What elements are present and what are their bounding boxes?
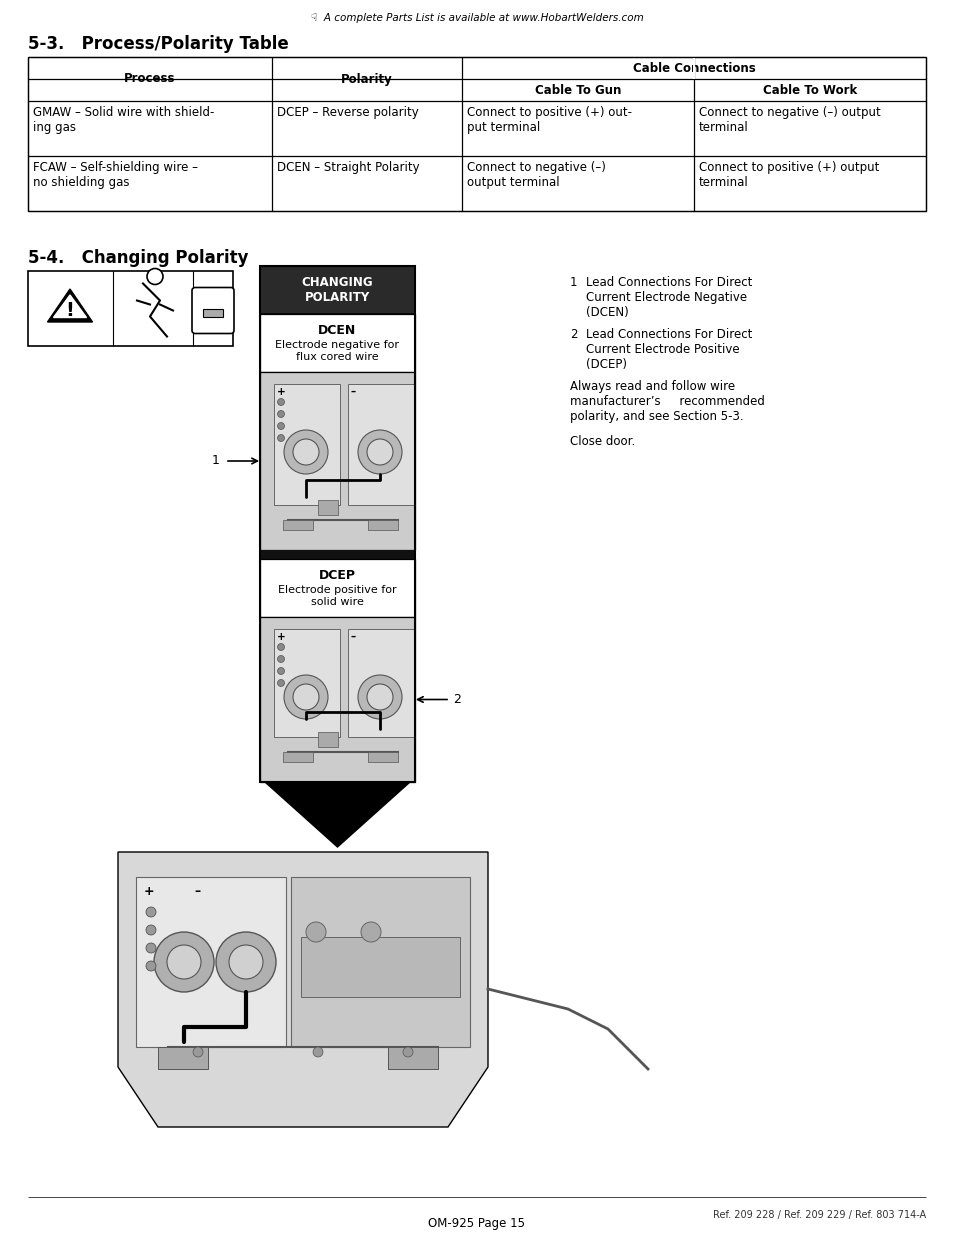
Text: DCEP – Reverse polarity: DCEP – Reverse polarity [276, 106, 418, 119]
Circle shape [277, 410, 284, 417]
Circle shape [367, 684, 393, 710]
Polygon shape [118, 852, 488, 1128]
Circle shape [402, 1047, 413, 1057]
Circle shape [277, 679, 284, 687]
Bar [28, 270, 233, 346]
Text: Polarity: Polarity [341, 73, 393, 85]
Text: Cable To Gun: Cable To Gun [535, 84, 620, 96]
Text: –: – [351, 387, 355, 396]
Text: DCEP: DCEP [318, 569, 355, 582]
Circle shape [357, 676, 401, 719]
Text: Connect to negative (–)
output terminal: Connect to negative (–) output terminal [467, 161, 605, 189]
Circle shape [360, 923, 380, 942]
Circle shape [167, 945, 201, 979]
Text: Connect to negative (–) output
terminal: Connect to negative (–) output terminal [699, 106, 880, 135]
Text: Electrode positive for
solid wire: Electrode positive for solid wire [278, 585, 396, 606]
Text: Cable Connections: Cable Connections [632, 62, 755, 74]
Circle shape [147, 268, 163, 284]
Text: Process: Process [124, 73, 175, 85]
Text: 5-3.   Process/Polarity Table: 5-3. Process/Polarity Table [28, 35, 289, 53]
Text: 1: 1 [212, 454, 220, 468]
Bar [260, 618, 415, 782]
Bar [260, 266, 415, 314]
Text: 2: 2 [453, 693, 460, 706]
Circle shape [313, 1047, 323, 1057]
Bar [368, 752, 397, 762]
Bar [260, 314, 415, 372]
Bar [274, 629, 339, 737]
Bar [368, 520, 397, 530]
Bar [283, 752, 313, 762]
Polygon shape [265, 782, 410, 847]
Circle shape [357, 430, 401, 474]
Circle shape [277, 667, 284, 674]
Text: +: + [276, 387, 286, 396]
Circle shape [146, 906, 156, 918]
Circle shape [277, 422, 284, 430]
Text: Electrode negative for
flux cored wire: Electrode negative for flux cored wire [275, 340, 399, 362]
Text: Always read and follow wire
manufacturer’s     recommended
polarity, and see Sec: Always read and follow wire manufacturer… [569, 380, 764, 424]
Bar [283, 520, 313, 530]
Bar [260, 266, 415, 782]
Text: Lead Connections For Direct
Current Electrode Positive
(DCEP): Lead Connections For Direct Current Elec… [585, 329, 752, 370]
Bar [136, 877, 286, 1047]
Bar [348, 629, 415, 737]
Bar [274, 384, 339, 505]
Text: Lead Connections For Direct
Current Electrode Negative
(DCEN): Lead Connections For Direct Current Elec… [585, 275, 752, 319]
Text: –: – [193, 885, 200, 898]
Circle shape [146, 925, 156, 935]
Bar [317, 732, 337, 747]
FancyBboxPatch shape [192, 288, 233, 333]
Text: Cable To Work: Cable To Work [762, 84, 856, 96]
Circle shape [306, 923, 326, 942]
Circle shape [293, 438, 318, 466]
Circle shape [367, 438, 393, 466]
Circle shape [284, 430, 328, 474]
Text: 2: 2 [569, 329, 577, 341]
Circle shape [277, 643, 284, 651]
Bar [388, 1047, 437, 1070]
Text: GMAW – Solid wire with shield-
ing gas: GMAW – Solid wire with shield- ing gas [33, 106, 214, 135]
Bar [158, 1047, 208, 1070]
Text: FCAW – Self-shielding wire –
no shielding gas: FCAW – Self-shielding wire – no shieldin… [33, 161, 198, 189]
Text: CHANGING
POLARITY: CHANGING POLARITY [301, 275, 373, 304]
Circle shape [277, 656, 284, 662]
Bar [260, 372, 415, 550]
Circle shape [215, 932, 275, 992]
Bar [348, 384, 415, 505]
Polygon shape [48, 289, 92, 322]
Circle shape [153, 932, 213, 992]
Circle shape [146, 961, 156, 971]
Text: Connect to positive (+) output
terminal: Connect to positive (+) output terminal [699, 161, 879, 189]
Circle shape [284, 676, 328, 719]
Circle shape [229, 945, 263, 979]
Polygon shape [53, 295, 87, 317]
Text: OM-925 Page 15: OM-925 Page 15 [428, 1216, 525, 1230]
Circle shape [293, 684, 318, 710]
Text: –: – [351, 632, 355, 642]
Text: DCEN – Straight Polarity: DCEN – Straight Polarity [276, 161, 419, 174]
Bar [260, 550, 415, 559]
Bar [692, 58, 695, 79]
Circle shape [146, 944, 156, 953]
Text: 5-4.   Changing Polarity: 5-4. Changing Polarity [28, 249, 248, 267]
Circle shape [193, 1047, 203, 1057]
Text: DCEN: DCEN [318, 324, 356, 337]
Text: 1: 1 [569, 275, 577, 289]
Bar [260, 559, 415, 618]
Bar [317, 500, 337, 515]
Text: +: + [144, 885, 154, 898]
Circle shape [277, 435, 284, 441]
Circle shape [277, 399, 284, 405]
Bar [291, 877, 470, 1047]
Bar [301, 937, 459, 997]
Text: Ref. 209 228 / Ref. 209 229 / Ref. 803 714-A: Ref. 209 228 / Ref. 209 229 / Ref. 803 7… [712, 1210, 925, 1220]
Bar [203, 309, 223, 316]
Text: !: ! [66, 301, 74, 320]
Text: ☟  A complete Parts List is available at www.HobartWelders.com: ☟ A complete Parts List is available at … [311, 14, 642, 23]
Text: +: + [276, 632, 286, 642]
Bar [28, 57, 925, 211]
Text: Close door.: Close door. [569, 435, 635, 448]
Text: Connect to positive (+) out-
put terminal: Connect to positive (+) out- put termina… [467, 106, 631, 135]
